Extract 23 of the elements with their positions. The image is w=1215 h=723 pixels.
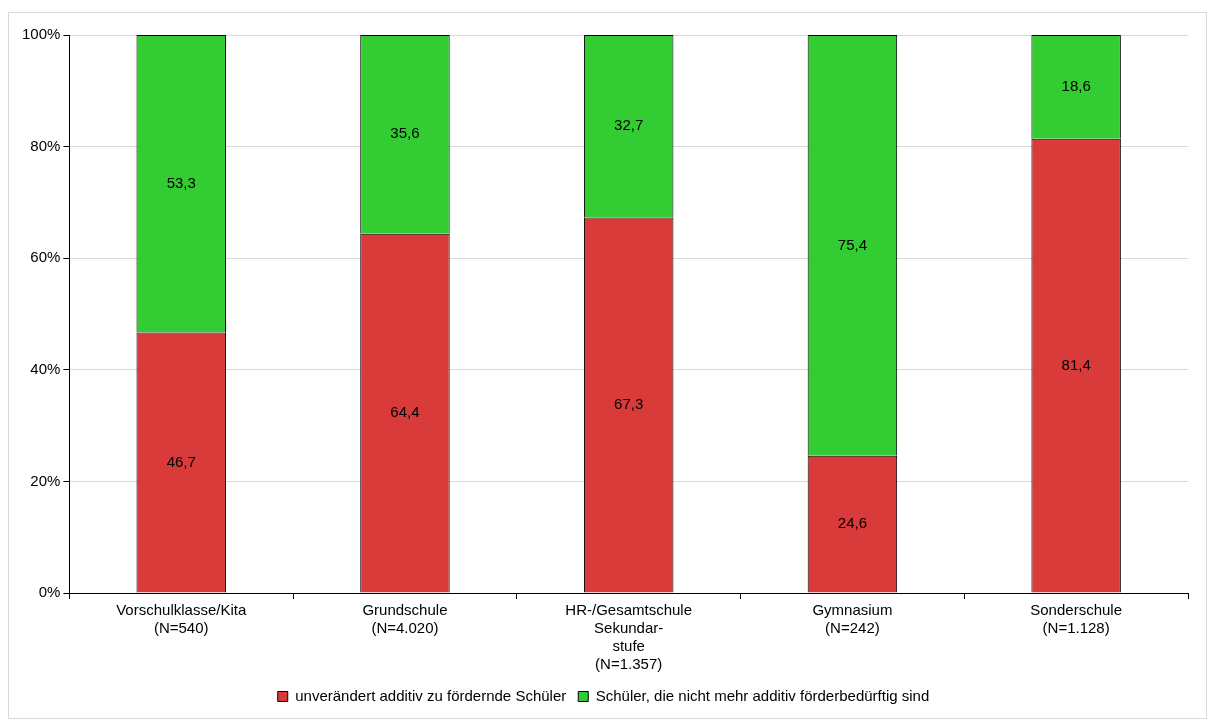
data-label: 67,3 — [614, 395, 644, 413]
data-label: 81,4 — [1061, 355, 1091, 373]
x-tick-label: Gymnasium (N=242) — [812, 601, 893, 637]
x-tick-label: Vorschulklasse/Kita (N=540) — [116, 601, 247, 637]
data-label: 64,4 — [390, 403, 420, 421]
y-tick-label: 0% — [38, 583, 61, 601]
y-tick-label: 100% — [21, 25, 61, 43]
data-label: 35,6 — [390, 124, 420, 142]
data-label: 32,7 — [614, 116, 644, 134]
legend-label: unverändert additiv zu fördernde Schüler — [295, 686, 567, 704]
x-tick-label: Sonderschule (N=1.128) — [1030, 601, 1122, 637]
data-label: 75,4 — [837, 235, 868, 253]
x-tick-label: Grundschule (N=4.020) — [362, 601, 448, 637]
data-label: 24,6 — [837, 514, 868, 532]
data-label: 18,6 — [1061, 77, 1091, 95]
y-tick-label: 40% — [30, 359, 61, 377]
y-tick-label: 60% — [30, 248, 61, 266]
x-tick-label: HR-/Gesamtschule Sekundar- stufe (N=1.357) — [565, 601, 693, 673]
data-label: 46,7 — [166, 452, 196, 470]
legend-label: Schüler, die nicht mehr additiv förderbedürftig sind — [595, 686, 930, 704]
data-label: 53,3 — [166, 173, 196, 191]
y-tick-label: 80% — [30, 136, 61, 154]
y-tick-label: 20% — [30, 471, 61, 489]
